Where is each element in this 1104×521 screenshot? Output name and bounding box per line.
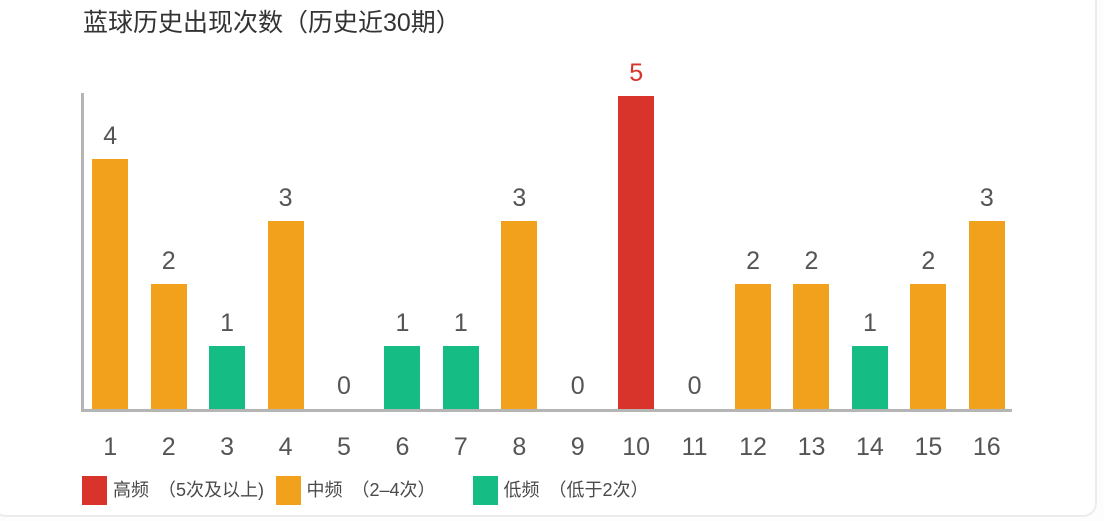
legend-swatch-high	[82, 476, 107, 505]
x-tick-label: 1	[103, 433, 118, 461]
bar-value-label: 3	[979, 183, 994, 212]
y-axis-line	[81, 93, 84, 412]
bar-value-label: 2	[746, 246, 760, 275]
bar-value-label: 3	[278, 183, 293, 212]
bar[interactable]	[910, 283, 947, 409]
legend-label-low: 低频 （低于2次）	[503, 480, 649, 500]
x-tick-label: 4	[278, 433, 293, 461]
bar-value-label: 0	[687, 371, 702, 400]
x-tick-label: 11	[681, 433, 708, 461]
bar-value-label: 2	[921, 246, 936, 275]
bar-value-label: 1	[862, 308, 877, 337]
bar[interactable]	[968, 220, 1005, 409]
bar[interactable]	[851, 345, 888, 409]
bar-value-label: 1	[395, 308, 410, 337]
x-tick-label: 15	[914, 433, 943, 461]
x-axis-line	[81, 408, 1012, 412]
legend-label-high: 高频 （5次及以上)	[113, 480, 265, 500]
bar-value-label: 2	[804, 246, 819, 275]
legend-label-mid: 中频 （2–4次）	[306, 480, 436, 500]
x-tick-label: 7	[453, 433, 468, 461]
bar-value-label: 4	[103, 121, 118, 150]
chart-title: 蓝球历史出现次数（历史近30期）	[83, 9, 461, 37]
x-tick-label: 9	[570, 433, 585, 461]
bar[interactable]	[209, 345, 246, 409]
bar[interactable]	[384, 345, 421, 409]
x-tick-label: 3	[220, 433, 235, 461]
legend-swatch-low	[472, 476, 498, 505]
bar-value-label: 1	[220, 308, 235, 337]
legend-swatch-mid	[275, 476, 301, 505]
bar[interactable]	[793, 283, 830, 409]
x-tick-label: 8	[512, 433, 527, 461]
x-tick-label: 10	[622, 433, 651, 461]
x-tick-label: 5	[337, 433, 351, 461]
x-tick-label: 14	[856, 433, 884, 461]
bar-value-label: 2	[161, 246, 176, 275]
x-tick-label: 13	[797, 433, 826, 461]
x-tick-label: 12	[739, 433, 767, 461]
bar[interactable]	[501, 220, 538, 409]
x-tick-label: 16	[972, 433, 1001, 461]
bar-value-label: 1	[453, 308, 468, 337]
bar[interactable]	[735, 283, 772, 409]
bar-value-label: 0	[337, 371, 351, 400]
bar[interactable]	[267, 220, 304, 409]
bar[interactable]	[92, 158, 129, 409]
bar[interactable]	[150, 283, 187, 409]
bar-value-label: 3	[512, 183, 527, 212]
x-tick-label: 6	[395, 433, 410, 461]
x-tick-label: 2	[161, 433, 176, 461]
bar[interactable]	[618, 95, 655, 409]
bar-value-label: 5	[629, 58, 644, 87]
bar-value-label: 0	[570, 371, 585, 400]
bar[interactable]	[442, 345, 479, 409]
